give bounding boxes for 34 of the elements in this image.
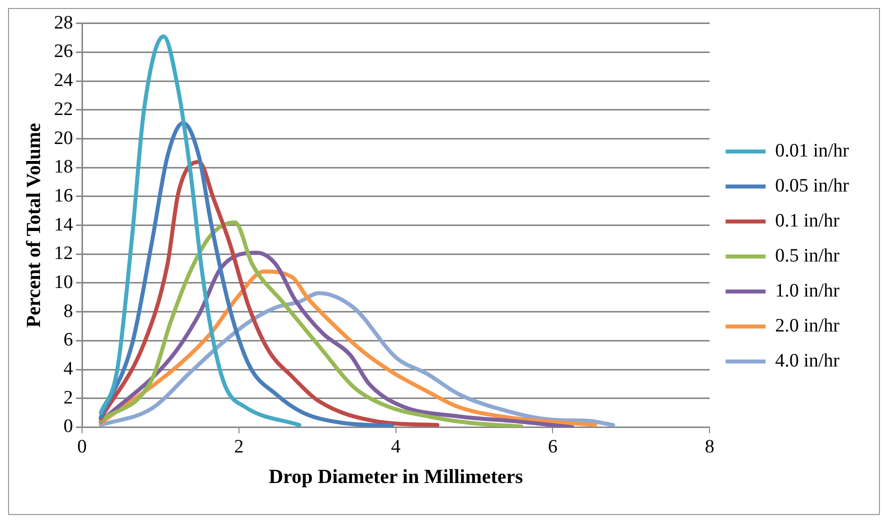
line-series bbox=[98, 220, 524, 428]
x-tick-label: 0 bbox=[77, 436, 87, 458]
y-tick-label: 2 bbox=[64, 387, 73, 408]
line-series bbox=[98, 34, 302, 428]
legend-label: 0.1 in/hr bbox=[775, 210, 840, 232]
y-tick-label: 26 bbox=[54, 41, 73, 62]
legend-label: 0.5 in/hr bbox=[775, 245, 840, 266]
legend-label: 2.0 in/hr bbox=[775, 315, 840, 336]
y-tick-label: 8 bbox=[64, 300, 73, 322]
line-series bbox=[98, 160, 440, 428]
y-tick-label: 28 bbox=[54, 12, 73, 34]
y-axis-title: Percent of Total Volume bbox=[23, 122, 46, 328]
y-tick-label: 4 bbox=[64, 358, 74, 380]
y-tick-label: 12 bbox=[54, 243, 73, 264]
legend-label: 4.0 in/hr bbox=[775, 350, 840, 372]
y-tick-label: 0 bbox=[64, 416, 73, 438]
y-tick-label: 6 bbox=[64, 330, 73, 351]
y-tick-label: 20 bbox=[54, 128, 73, 149]
x-tick-label: 2 bbox=[234, 436, 244, 458]
legend-label: 0.01 in/hr bbox=[775, 140, 850, 162]
x-axis-title: Drop Diameter in Millimeters bbox=[268, 466, 524, 488]
y-tick-label: 14 bbox=[54, 214, 74, 236]
y-tick-label: 18 bbox=[54, 156, 73, 178]
y-tick-label: 24 bbox=[54, 70, 74, 92]
x-tick-label: 8 bbox=[704, 436, 714, 458]
x-tick-label: 6 bbox=[548, 436, 558, 458]
y-tick-label: 16 bbox=[54, 185, 73, 206]
x-tick-label: 4 bbox=[391, 436, 402, 458]
legend-label: 0.05 in/hr bbox=[775, 175, 850, 196]
legend-label: 1.0 in/hr bbox=[775, 280, 840, 302]
y-tick-label: 22 bbox=[54, 98, 73, 120]
line-series bbox=[98, 291, 616, 428]
line-series bbox=[98, 120, 394, 428]
y-tick-label: 10 bbox=[54, 272, 73, 293]
